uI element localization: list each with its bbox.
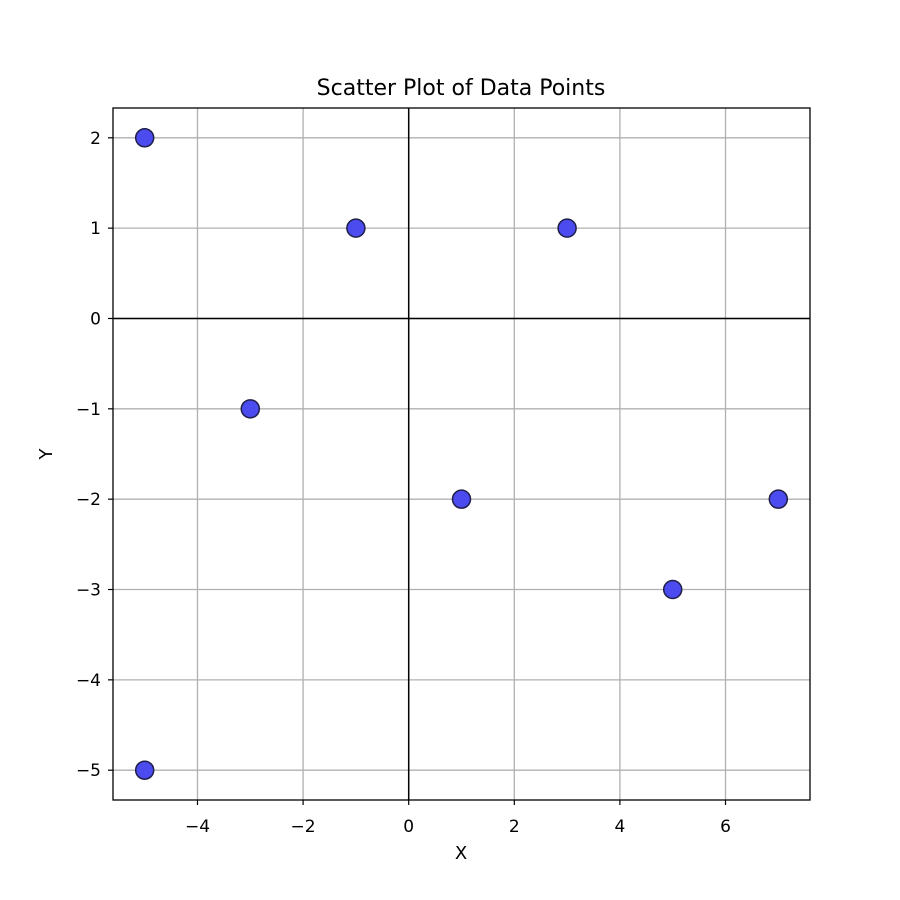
y-tick-label: 1	[90, 219, 101, 239]
x-tick-label: 6	[720, 817, 731, 837]
y-tick-label: 2	[90, 129, 101, 149]
x-axis-label: X	[455, 843, 467, 864]
data-point	[662, 579, 683, 600]
data-point	[768, 489, 789, 509]
data-point	[346, 218, 366, 238]
data-points	[134, 128, 789, 780]
y-tick-label: −1	[76, 400, 101, 420]
data-point	[134, 128, 155, 148]
x-tick-label: −4	[185, 817, 210, 837]
x-tick-label: −2	[291, 817, 316, 837]
y-tick-label: −2	[76, 490, 101, 510]
x-axis-ticks: −4 −2 0 2 4 6	[185, 800, 731, 837]
y-axis-ticks: 2 1 0 −1 −2 −3 −4 −5	[76, 129, 113, 781]
data-point	[557, 218, 577, 238]
x-tick-label: 2	[509, 817, 520, 837]
zero-lines	[113, 108, 810, 800]
data-point	[240, 399, 261, 419]
y-tick-label: −3	[76, 581, 101, 601]
y-tick-label: 0	[90, 309, 101, 329]
x-tick-label: 4	[614, 817, 625, 837]
data-point	[451, 489, 472, 509]
x-tick-label: 0	[403, 817, 414, 837]
plot-frame	[112, 107, 811, 801]
y-axis-label: Y	[36, 448, 57, 461]
y-tick-label: −4	[76, 671, 101, 691]
grid-lines	[113, 108, 810, 800]
chart-title: Scatter Plot of Data Points	[317, 76, 606, 101]
data-point	[134, 760, 155, 780]
y-tick-label: −5	[76, 761, 101, 781]
